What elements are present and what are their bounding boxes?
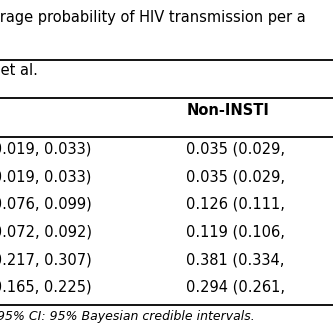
Text: 0.119 (0.106,: 0.119 (0.106,	[186, 224, 285, 239]
Text: 0.294 (0.261,: 0.294 (0.261,	[186, 280, 285, 295]
Text: 0.381 (0.334,: 0.381 (0.334,	[186, 252, 285, 267]
Text: 0.126 (0.111,: 0.126 (0.111,	[186, 197, 285, 212]
Text: (0.076, 0.099): (0.076, 0.099)	[0, 197, 92, 212]
Text: (0.165, 0.225): (0.165, 0.225)	[0, 280, 91, 295]
Text: (0.072, 0.092): (0.072, 0.092)	[0, 224, 92, 239]
Text: (0.019, 0.033): (0.019, 0.033)	[0, 169, 91, 184]
Text: 95% CI: 95% Bayesian credible intervals.: 95% CI: 95% Bayesian credible intervals.	[0, 310, 254, 323]
Text: a et al.: a et al.	[0, 63, 38, 78]
Text: Non-INSTI: Non-INSTI	[186, 103, 269, 118]
Text: (0.019, 0.033): (0.019, 0.033)	[0, 142, 91, 157]
Text: 0.035 (0.029,: 0.035 (0.029,	[186, 142, 285, 157]
Text: Average probability of HIV transmission per a: Average probability of HIV transmission …	[0, 10, 306, 25]
Text: 0.035 (0.029,: 0.035 (0.029,	[186, 169, 285, 184]
Text: (0.217, 0.307): (0.217, 0.307)	[0, 252, 92, 267]
